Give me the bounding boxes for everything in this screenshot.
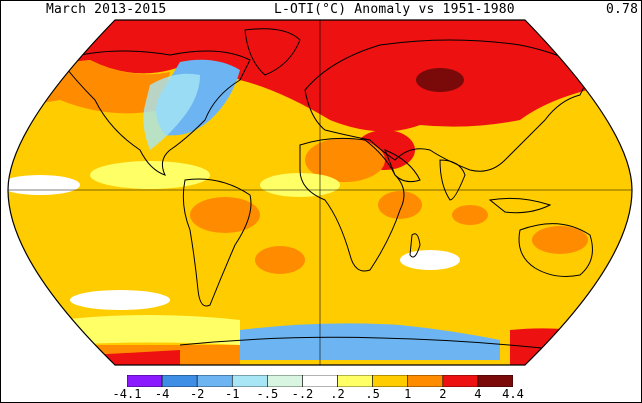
legend-tick-label: -4.1 bbox=[112, 387, 142, 401]
pacific-yellow-patch bbox=[90, 161, 210, 189]
indonesia-outline bbox=[488, 197, 552, 214]
color-legend-bar bbox=[127, 375, 513, 387]
southern-ocean-yellow-band bbox=[60, 315, 240, 345]
australia-outline bbox=[518, 223, 593, 277]
legend-tick-label: -.5 bbox=[256, 387, 279, 401]
legend-tick-label: -2 bbox=[189, 387, 205, 401]
australia-orange-patch bbox=[532, 226, 588, 254]
legend-tick-label: -.2 bbox=[291, 387, 314, 401]
legend-bin bbox=[372, 375, 409, 387]
legend-tick-label: 1 bbox=[404, 387, 412, 401]
north-america-outline bbox=[59, 50, 251, 176]
africa-outline bbox=[299, 137, 405, 272]
equator-white-patch bbox=[8, 175, 80, 195]
africa-south-orange-patch bbox=[378, 191, 422, 219]
indian-ocean-orange-patch bbox=[452, 205, 488, 225]
legend-bin bbox=[337, 375, 373, 387]
madagascar-outline bbox=[409, 233, 421, 258]
legend-tick-label: 4.4 bbox=[502, 387, 524, 401]
legend-bin bbox=[442, 375, 479, 387]
globe-outline bbox=[7, 19, 633, 366]
legend-bin bbox=[231, 375, 268, 387]
europe-asia-outline bbox=[304, 39, 591, 172]
arabia-outline bbox=[384, 149, 421, 183]
antarctica-red-region bbox=[90, 350, 180, 365]
south-america-orange-patch bbox=[190, 197, 260, 233]
legend-bin bbox=[196, 375, 233, 387]
southern-ocean-cool-region bbox=[240, 323, 500, 360]
legend-tick-label: 4 bbox=[474, 387, 482, 401]
legend-tick-label: .2 bbox=[330, 387, 345, 401]
north-america-cool-halo bbox=[143, 73, 200, 150]
south-pacific-orange-patch bbox=[255, 246, 305, 274]
legend-bin bbox=[407, 375, 444, 387]
legend-tick-label: .5 bbox=[365, 387, 380, 401]
map-period-title: March 2013-2015 bbox=[46, 2, 167, 17]
africa-orange-region bbox=[305, 138, 385, 182]
indian-white-patch bbox=[400, 250, 460, 270]
legend-bin bbox=[267, 375, 303, 387]
legend-tick-label: -1 bbox=[225, 387, 240, 401]
legend-bin bbox=[161, 375, 198, 387]
new-zealand-outline bbox=[607, 268, 619, 297]
legend-bin bbox=[127, 375, 163, 387]
legend-bin bbox=[477, 375, 513, 387]
south-america-outline bbox=[182, 178, 252, 307]
antarctica-outline bbox=[179, 336, 561, 351]
legend-tick-label: -4 bbox=[154, 387, 170, 401]
southern-white-patch bbox=[70, 290, 170, 310]
legend-bin bbox=[302, 375, 338, 387]
global-mean-value: 0.78 bbox=[606, 2, 639, 17]
india-outline bbox=[439, 159, 466, 201]
greenland-outline bbox=[244, 28, 301, 76]
siberia-hot-core bbox=[416, 68, 464, 92]
pacific-orange-patch bbox=[70, 81, 130, 109]
atlantic-yellow-patch bbox=[260, 173, 340, 197]
map-variable-title: L-OTI(°C) Anomaly vs 1951-1980 bbox=[274, 2, 515, 17]
world-anomaly-map bbox=[7, 19, 633, 366]
legend-tick-label: 2 bbox=[439, 387, 447, 401]
